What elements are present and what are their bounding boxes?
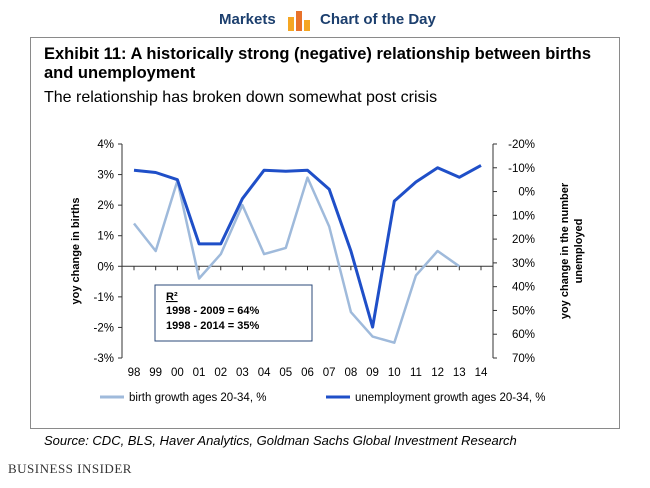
chart-subtitle: The relationship has broken down somewha… <box>44 89 438 106</box>
legend-label-unemployment: unemployment growth ages 20-34, % <box>355 392 546 404</box>
x-tick-label: 99 <box>149 367 162 379</box>
right-tick-label: 0% <box>518 187 535 199</box>
r-squared-line-2: 1998 - 2014 = 35% <box>166 320 259 332</box>
left-tick-label: -1% <box>94 292 114 304</box>
x-tick-label: 09 <box>366 367 379 379</box>
right-tick-label: -10% <box>508 163 535 175</box>
right-tick-label: -20% <box>508 139 535 151</box>
x-tick-label: 05 <box>279 367 292 379</box>
x-tick-label: 14 <box>475 367 488 379</box>
chart-of-the-day-banner: Markets Chart of the Day <box>0 0 650 40</box>
right-axis-title-line-1: yoy change in the number <box>559 182 571 319</box>
left-tick-label: 4% <box>97 139 114 151</box>
business-insider-logo: BUSINESS INSIDER <box>8 461 132 476</box>
right-tick-label: 10% <box>512 210 535 222</box>
right-tick-label: 60% <box>512 329 535 341</box>
legend-label-births: birth growth ages 20-34, % <box>129 392 266 404</box>
left-tick-label: 2% <box>97 200 114 212</box>
bar-chart-icon <box>288 11 310 31</box>
x-tick-label: 10 <box>388 367 401 379</box>
left-axis-title: yoy change in births <box>70 198 82 305</box>
unemployment-growth-line <box>133 164 482 329</box>
chart-title: Exhibit 11: A historically strong (negat… <box>44 45 592 82</box>
x-tick-label: 98 <box>128 367 141 379</box>
left-tick-label: 1% <box>97 231 114 243</box>
x-tick-label: 07 <box>323 367 336 379</box>
x-tick-label: 00 <box>171 367 184 379</box>
x-tick-label: 01 <box>193 367 206 379</box>
right-tick-label: 70% <box>512 353 535 365</box>
right-tick-label: 30% <box>512 258 535 270</box>
x-tick-label: 11 <box>410 367 422 379</box>
x-tick-label: 02 <box>214 367 227 379</box>
source-note: Source: CDC, BLS, Haver Analytics, Goldm… <box>44 433 517 448</box>
right-tick-label: 50% <box>512 305 535 317</box>
right-axis-title-line-2: unemployed <box>573 219 585 284</box>
right-tick-label: 20% <box>512 234 535 246</box>
x-tick-label: 06 <box>301 367 314 379</box>
banner-markets-label: Markets <box>219 11 276 28</box>
right-tick-label: 40% <box>512 282 535 294</box>
left-tick-label: -3% <box>94 353 114 365</box>
x-tick-label: 03 <box>236 367 249 379</box>
x-tick-label: 04 <box>258 367 271 379</box>
dual-axis-line-chart: 4% 3% 2% 1% 0% -1% -2% -3% -20% -10% 0% 10% 20% 30% 40… <box>70 139 585 404</box>
x-tick-label: 12 <box>431 367 444 379</box>
r-squared-box <box>154 284 313 342</box>
x-tick-label: 08 <box>344 367 357 379</box>
r-squared-line-1: 1998 - 2009 = 64% <box>166 305 259 317</box>
x-tick-label: 13 <box>453 367 466 379</box>
left-tick-label: 0% <box>97 261 114 273</box>
chart-frame <box>30 37 620 429</box>
r-squared-title: R² <box>166 291 178 303</box>
left-tick-label: -2% <box>94 322 114 334</box>
birth-growth-line <box>133 176 461 344</box>
left-tick-label: 3% <box>97 170 114 182</box>
banner-chart-of-the-day-label: Chart of the Day <box>320 11 436 28</box>
